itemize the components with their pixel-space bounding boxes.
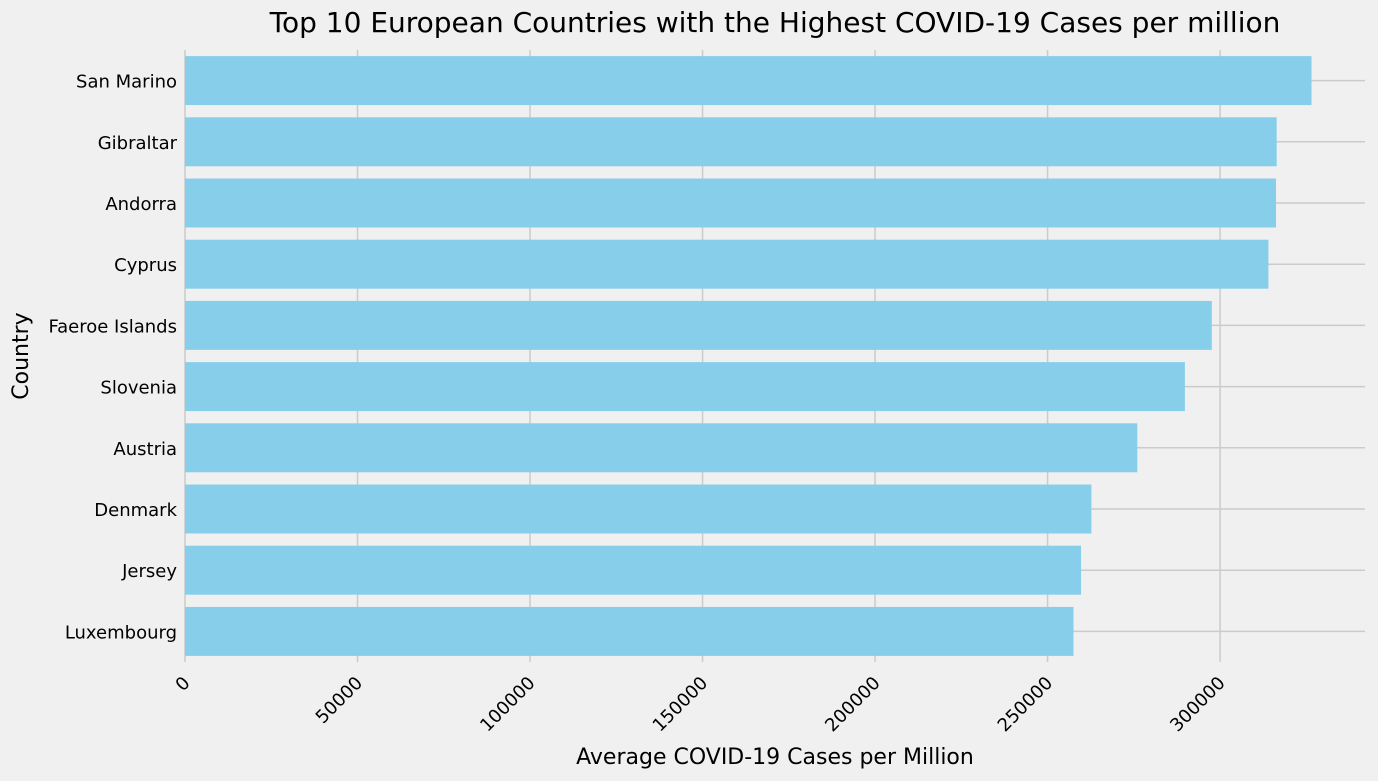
x-tick-label: 300000 — [1166, 673, 1229, 736]
bar-jersey — [185, 545, 1082, 595]
bar-san-marino — [185, 56, 1312, 106]
chart-title: Top 10 European Countries with the Highe… — [269, 6, 1281, 39]
y-tick-label: Jersey — [121, 561, 177, 582]
bars — [185, 56, 1312, 656]
y-axis-label: Country — [9, 312, 34, 399]
bar-cyprus — [185, 239, 1269, 289]
bar-luxembourg — [185, 606, 1074, 656]
x-tick-label: 250000 — [994, 673, 1057, 736]
y-tick-label: Cyprus — [114, 255, 177, 276]
y-tick-label: Slovenia — [100, 378, 177, 399]
bar-andorra — [185, 178, 1276, 228]
bar-faeroe-islands — [185, 300, 1212, 350]
y-tick-label: Denmark — [94, 500, 177, 521]
y-tick-label: Gibraltar — [98, 133, 178, 154]
bar-slovenia — [185, 362, 1185, 412]
bar-austria — [185, 423, 1138, 473]
y-tick-label: San Marino — [76, 72, 177, 93]
x-tick-label: 150000 — [649, 673, 712, 736]
x-axis-label: Average COVID-19 Cases per Million — [576, 745, 974, 770]
x-tick-labels: 0 50000 100000 150000 200000 250000 300000 — [172, 673, 1230, 736]
y-tick-labels: San Marino Gibraltar Andorra Cyprus Faeroe I… — [48, 72, 177, 644]
bar-gibraltar — [185, 117, 1277, 167]
x-tick-label: 200000 — [821, 673, 884, 736]
x-tick-label: 100000 — [476, 673, 539, 736]
y-tick-label: Austria — [113, 439, 177, 460]
x-tick-label: 50000 — [312, 673, 367, 728]
y-tick-label: Faeroe Islands — [48, 316, 177, 337]
y-tick-label: Luxembourg — [65, 622, 177, 643]
bar-denmark — [185, 484, 1092, 534]
y-tick-label: Andorra — [105, 194, 177, 215]
x-tick-label: 0 — [172, 673, 195, 696]
